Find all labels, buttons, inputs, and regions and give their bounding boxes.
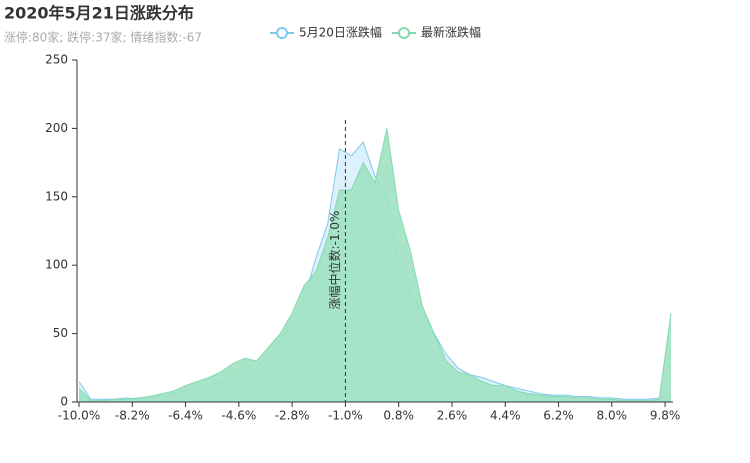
x-tick-label: 8.0% (597, 409, 628, 423)
y-tick-label: 50 (53, 326, 68, 340)
x-tick-label: -1.0% (328, 409, 363, 423)
x-tick-label: 6.2% (543, 409, 574, 423)
legend-label: 5月20日涨跌幅 (299, 25, 382, 40)
x-tick-label: -4.6% (221, 409, 256, 423)
x-tick-label: 4.4% (490, 409, 521, 423)
y-tick-label: 250 (45, 53, 68, 67)
y-tick-label: 0 (60, 395, 68, 409)
x-tick-label: 2.6% (437, 409, 468, 423)
y-tick-label: 100 (45, 258, 68, 272)
chart-title: 2020年5月21日涨跌分布 (4, 4, 194, 23)
x-tick-label: 9.8% (650, 409, 681, 423)
median-label: 涨幅中位数:-1.0% (327, 211, 342, 310)
legend-icon (276, 27, 288, 39)
series-line (78, 128, 672, 402)
legend-label: 最新涨跌幅 (421, 25, 481, 40)
y-tick-label: 150 (45, 189, 68, 203)
x-tick-label: -8.2% (115, 409, 150, 423)
chart-subtitle: 涨停:80家; 跌停:37家; 情绪指数:-67 (4, 30, 202, 45)
x-tick-label: -10.0% (58, 409, 100, 423)
y-tick-label: 200 (45, 121, 68, 135)
x-tick-label: -6.4% (168, 409, 203, 423)
area-fill (79, 128, 671, 402)
x-tick-label: -2.8% (275, 409, 310, 423)
x-tick-label: 0.8% (383, 409, 414, 423)
legend-icon (398, 27, 410, 39)
